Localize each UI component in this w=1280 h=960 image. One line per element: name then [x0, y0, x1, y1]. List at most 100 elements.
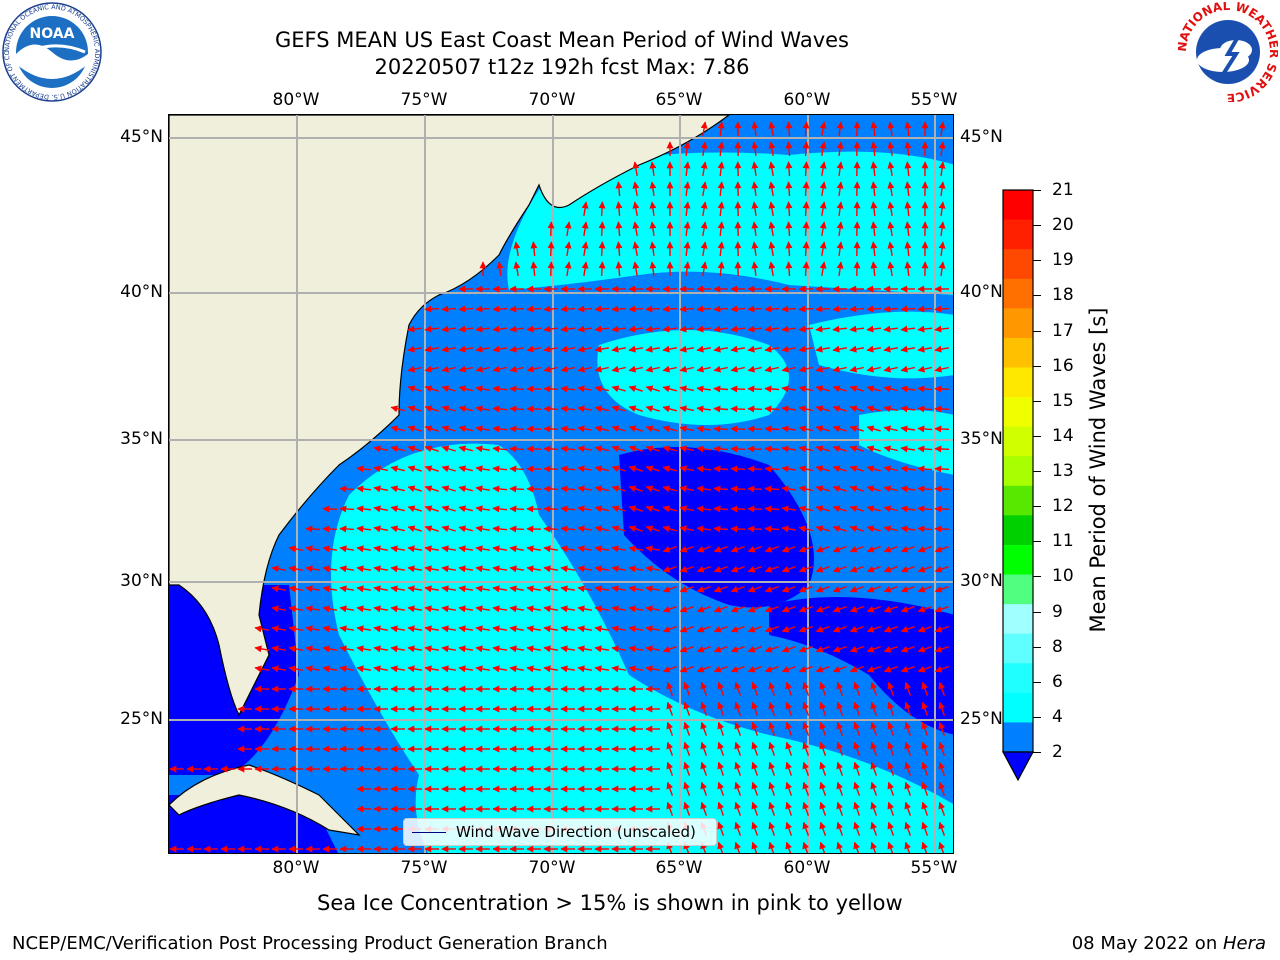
wind-arrow: [938, 781, 946, 796]
wind-arrow: [785, 221, 793, 237]
wind-arrow: [764, 625, 779, 633]
wind-arrow: [696, 605, 711, 613]
wind-arrow: [751, 141, 759, 157]
wind-arrow: [836, 161, 844, 177]
colorbar-segment: [1003, 367, 1033, 398]
wind-arrow: [917, 545, 932, 553]
wind-arrow: [407, 365, 422, 373]
wind-arrow: [458, 505, 473, 513]
wind-arrow: [938, 201, 946, 217]
wind-arrow: [543, 425, 559, 433]
wind-arrow: [679, 465, 695, 473]
wind-arrow: [866, 345, 882, 353]
wind-arrow: [696, 365, 711, 373]
wind-arrow: [441, 605, 457, 613]
wind-arrow: [509, 465, 525, 473]
wind-arrow: [819, 241, 827, 257]
wind-arrow: [870, 741, 878, 756]
wind-arrow: [492, 465, 508, 473]
wind-arrow: [475, 465, 491, 473]
wind-arrow: [645, 605, 661, 613]
wind-arrow: [904, 781, 912, 796]
wind-arrow: [819, 221, 827, 237]
wind-arrow: [598, 201, 606, 217]
wind-arrow: [407, 545, 423, 553]
colorbar-segment: [1003, 219, 1033, 250]
wind-arrow: [781, 485, 797, 493]
wind-arrow: [458, 445, 473, 453]
wind-arrow: [938, 261, 946, 277]
wind-arrow: [900, 485, 916, 493]
wind-arrow: [577, 385, 593, 393]
wind-arrow: [819, 841, 827, 853]
wind-arrow: [475, 585, 491, 593]
wind-arrow: [904, 681, 912, 696]
colorbar-segment: [1003, 544, 1033, 576]
wind-arrow: [883, 565, 898, 573]
colorbar-tick-mark: [1033, 716, 1041, 718]
wind-arrow: [934, 345, 950, 353]
wind-arrow: [390, 605, 406, 613]
wind-arrow: [798, 485, 813, 493]
wind-arrow: [785, 821, 793, 836]
wind-arrow: [628, 365, 643, 373]
wind-arrow: [747, 545, 762, 553]
wind-arrow: [441, 565, 457, 573]
wind-arrow: [441, 425, 456, 433]
wind-arrow: [764, 425, 780, 433]
wind-arrow: [679, 445, 695, 453]
wind-arrow: [662, 565, 677, 573]
wind-arrow: [458, 425, 473, 433]
wind-arrow: [543, 445, 559, 453]
wind-arrow: [373, 605, 389, 613]
wind-arrow: [373, 525, 389, 533]
wind-arrow: [938, 141, 946, 157]
wind-arrow: [717, 121, 725, 137]
wind-arrow: [339, 505, 355, 513]
wind-arrow: [475, 325, 491, 333]
wind-arrow: [815, 365, 830, 373]
wind-arrow: [832, 625, 847, 633]
wind-arrow: [764, 545, 779, 553]
wind-arrow: [853, 841, 861, 853]
colorbar-segment: [1003, 190, 1033, 221]
wind-arrow: [734, 701, 742, 716]
wind-arrow: [271, 665, 287, 673]
wind-arrow: [781, 625, 796, 633]
wind-arrow: [819, 161, 827, 177]
wind-arrow: [679, 405, 695, 413]
wind-arrow: [785, 781, 793, 796]
wind-arrow: [611, 485, 626, 493]
lat-label-left: 35°N: [120, 429, 163, 449]
wind-arrow: [598, 241, 606, 257]
wind-arrow: [764, 365, 779, 373]
wind-arrow: [849, 505, 864, 513]
wind-arrow: [662, 445, 677, 453]
wind-arrow: [883, 485, 898, 493]
wind-arrow: [683, 761, 691, 776]
wind-arrow: [628, 325, 644, 333]
wind-arrow: [921, 781, 929, 796]
chart-title: GEFS MEAN US East Coast Mean Period of W…: [275, 28, 849, 52]
wind-arrow: [424, 605, 440, 613]
wind-arrow: [887, 181, 895, 197]
wind-arrow: [934, 445, 950, 453]
wind-arrow: [819, 741, 827, 756]
wind-arrow: [717, 161, 725, 177]
wind-arrow: [475, 565, 491, 573]
wind-arrow: [934, 405, 950, 413]
wind-arrow: [900, 665, 915, 673]
wind-arrow: [407, 585, 423, 593]
wind-arrow: [832, 605, 847, 613]
wind-arrow: [700, 181, 708, 197]
wind-arrow: [832, 445, 847, 453]
wind-arrow: [815, 625, 830, 633]
wind-arrow: [407, 645, 423, 653]
wind-arrow: [730, 365, 745, 373]
wind-arrow: [849, 325, 865, 333]
wind-arrow: [836, 241, 844, 257]
wind-arrow: [696, 445, 711, 453]
wind-arrow: [853, 781, 861, 796]
wind-arrow: [492, 485, 508, 493]
wind-arrow: [632, 201, 640, 217]
